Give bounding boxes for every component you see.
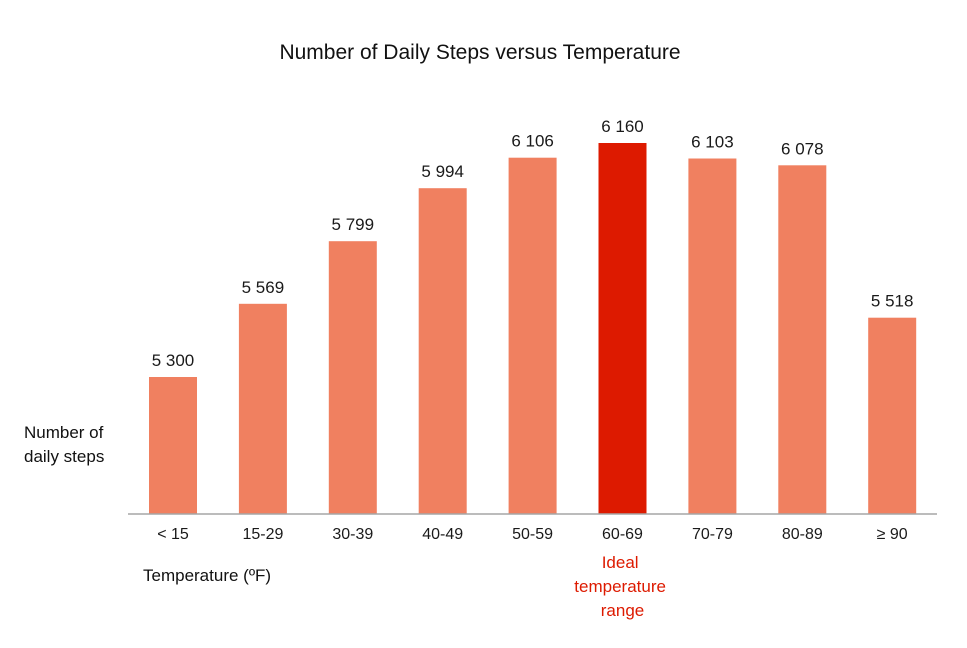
bar-3: [418, 188, 467, 514]
bar-6: [688, 158, 737, 514]
value-label-1: 5 569: [242, 278, 285, 297]
tick-label-5: 60-69: [602, 526, 643, 543]
bar-4: [508, 157, 557, 514]
y-axis-title-line-2: daily steps: [24, 447, 104, 466]
value-label-5: 6 160: [601, 117, 644, 136]
tick-label-4: 50-59: [512, 526, 553, 543]
value-label-2: 5 799: [332, 215, 375, 234]
chart-title: Number of Daily Steps versus Temperature: [279, 41, 680, 64]
value-label-3: 5 994: [421, 162, 464, 181]
bar-0: [149, 377, 197, 514]
y-axis-title-line-1: Number of: [24, 423, 104, 442]
y-axis-title: Number of daily steps: [24, 423, 108, 466]
tick-label-8: ≥ 90: [877, 526, 908, 543]
value-label-6: 6 103: [691, 133, 734, 152]
ideal-range-annotation: Ideal temperature range: [574, 553, 670, 620]
bars-group: [149, 143, 917, 515]
bar-5: [598, 143, 647, 514]
bar-8: [868, 317, 917, 514]
tick-label-6: 70-79: [692, 526, 733, 543]
value-label-0: 5 300: [152, 351, 195, 370]
tick-label-1: 15-29: [242, 526, 283, 543]
annotation-line-2: temperature: [574, 577, 666, 596]
bar-7: [778, 165, 827, 515]
tick-label-7: 80-89: [782, 526, 823, 543]
value-labels-group: 5 300 5 569 5 799 5 994 6 106 6 160 6 103 6 078…: [152, 117, 914, 370]
bar-2: [328, 241, 377, 514]
annotation-line-3: range: [601, 601, 644, 620]
value-label-8: 5 518: [871, 292, 914, 311]
value-label-4: 6 106: [511, 132, 554, 151]
tick-label-2: 30-39: [332, 526, 373, 543]
tick-label-3: 40-49: [422, 526, 463, 543]
x-axis-title: Temperature (ºF): [143, 566, 271, 585]
bar-1: [238, 303, 287, 514]
value-label-7: 6 078: [781, 139, 824, 158]
tick-labels-group: < 15 15-29 30-39 40-49 50-59 60-69 70-79 80-89 ≥…: [157, 526, 908, 543]
tick-label-0: < 15: [157, 526, 189, 543]
annotation-line-1: Ideal: [602, 553, 639, 572]
